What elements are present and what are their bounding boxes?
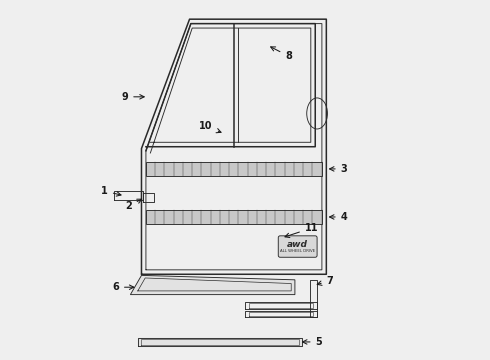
Text: 6: 6 [112, 282, 134, 292]
Polygon shape [146, 162, 322, 176]
Text: 10: 10 [199, 121, 221, 133]
Text: 3: 3 [330, 164, 347, 174]
Text: 7: 7 [317, 276, 333, 286]
Polygon shape [138, 338, 302, 346]
Text: 2: 2 [125, 199, 142, 211]
Polygon shape [130, 275, 295, 294]
Text: 5: 5 [302, 337, 322, 347]
Text: 9: 9 [122, 92, 144, 102]
Polygon shape [146, 210, 322, 224]
Text: 1: 1 [101, 186, 121, 196]
Text: 4: 4 [330, 212, 347, 222]
Text: 8: 8 [270, 47, 292, 61]
Text: awd: awd [287, 240, 308, 249]
Text: 11: 11 [285, 223, 319, 238]
FancyBboxPatch shape [278, 236, 317, 257]
Text: ALL WHEEL DRIVE: ALL WHEEL DRIVE [280, 249, 315, 253]
